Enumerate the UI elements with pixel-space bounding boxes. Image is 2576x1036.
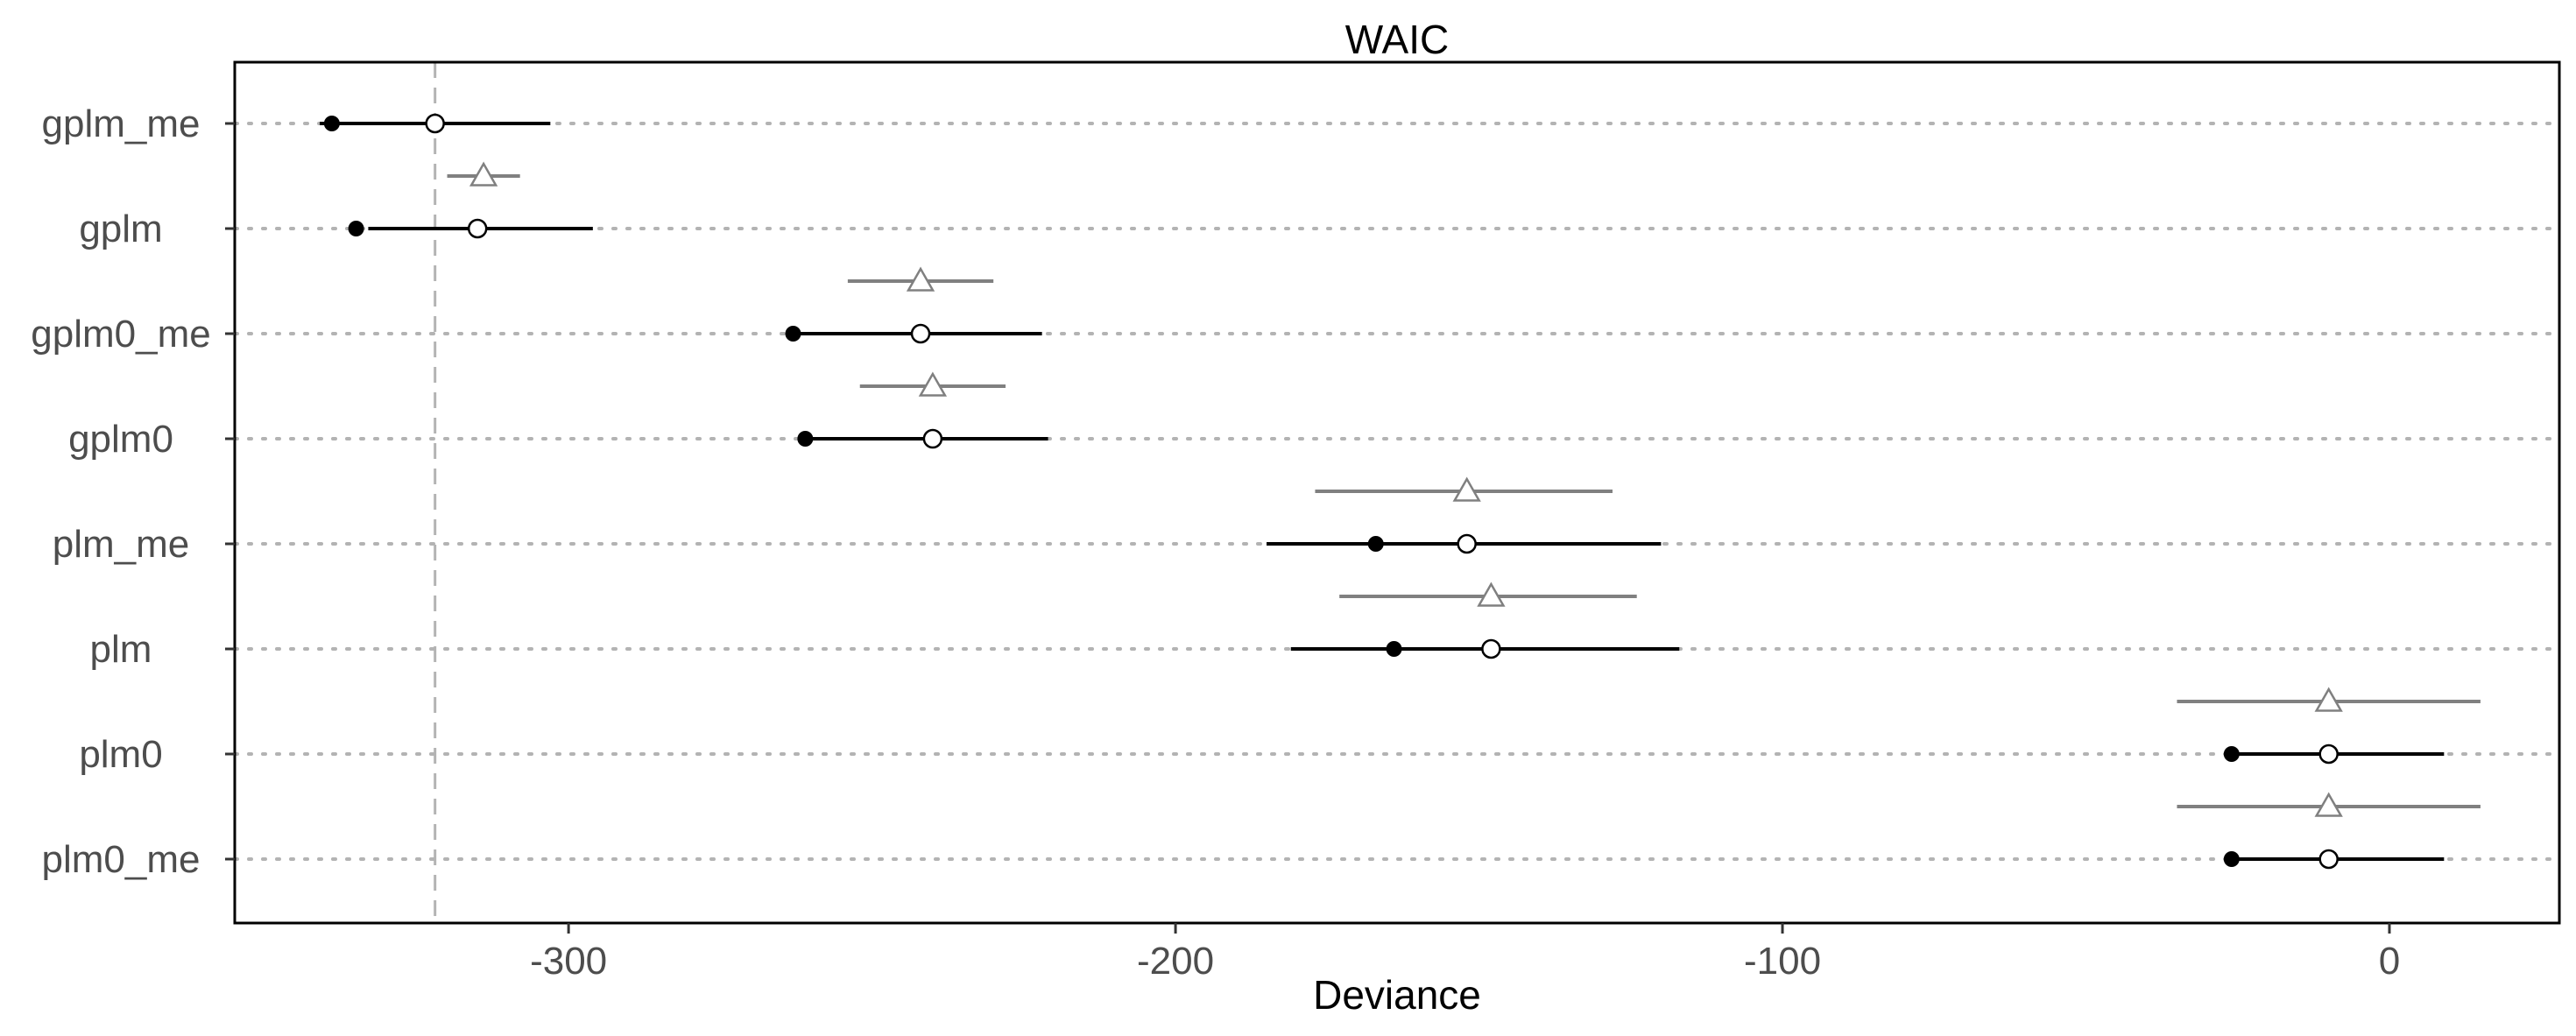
waic-point	[1481, 638, 1501, 659]
grid-layer	[233, 122, 2561, 861]
waic-point	[1457, 533, 1477, 554]
deviance-point	[1386, 641, 1402, 657]
x-tick-label: -100	[1744, 940, 1821, 983]
waic-point	[2318, 849, 2339, 870]
x-axis-title: Deviance	[1313, 972, 1481, 1018]
y-tick-label: plm0	[79, 733, 162, 776]
marks-layer	[320, 113, 2481, 870]
diff-triangle	[2314, 792, 2343, 817]
deviance-point	[785, 326, 801, 342]
waic-point	[425, 113, 445, 134]
y-tick-label: plm0_me	[42, 838, 201, 881]
y-tick-label: gplm	[79, 208, 162, 250]
x-tick-label: 0	[2379, 940, 2400, 983]
deviance-point	[1367, 536, 1384, 552]
x-tick-label: -300	[530, 940, 607, 983]
x-axis: -300 -200 -100 0	[530, 923, 2400, 983]
y-tick-label: gplm0_me	[31, 313, 210, 356]
diff-triangle	[918, 371, 948, 397]
y-tick-label: gplm0	[68, 418, 173, 461]
waic-point	[922, 428, 943, 449]
y-tick-label: plm	[90, 628, 152, 671]
waic-point	[910, 323, 931, 344]
waic-point	[467, 218, 488, 239]
x-tick-label: -200	[1137, 940, 1214, 983]
diff-triangle	[469, 161, 498, 187]
chart-title: WAIC	[1345, 17, 1449, 62]
diff-triangle	[1452, 476, 1481, 502]
plot-frame	[233, 60, 2561, 925]
deviance-point	[797, 431, 814, 447]
deviance-point	[2223, 851, 2240, 867]
diff-triangle	[1477, 581, 1506, 607]
y-tick-label: gplm_me	[42, 102, 201, 145]
diff-triangle	[906, 266, 935, 292]
deviance-point	[2223, 746, 2240, 762]
deviance-point	[348, 221, 364, 236]
diff-triangle	[2314, 687, 2343, 712]
waic-point	[2318, 744, 2339, 765]
y-tick-label: plm_me	[53, 523, 190, 566]
deviance-point	[323, 116, 340, 131]
